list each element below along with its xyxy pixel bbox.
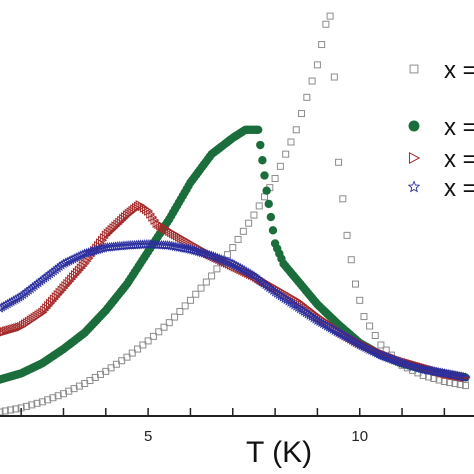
data-point <box>268 226 278 235</box>
data-point <box>462 382 470 390</box>
data-point <box>149 332 157 340</box>
data-point <box>128 349 136 357</box>
x-tick-label: 5 <box>144 428 152 445</box>
data-point <box>253 125 263 134</box>
legend-marker <box>408 151 421 165</box>
data-point <box>258 156 267 165</box>
data-point <box>335 158 343 166</box>
data-point <box>213 265 221 273</box>
data-point <box>347 256 355 264</box>
data-point <box>33 399 41 407</box>
data-point <box>54 392 62 400</box>
legend: x =x =x =x = <box>407 57 474 202</box>
data-point <box>326 12 334 20</box>
data-point <box>7 406 15 414</box>
data-point <box>208 272 216 280</box>
data-point <box>234 235 242 243</box>
data-point <box>107 364 115 372</box>
data-point <box>262 186 271 195</box>
data-point <box>256 140 265 150</box>
legend-item: x = <box>407 175 474 202</box>
data-point <box>118 357 126 365</box>
data-point <box>451 380 459 388</box>
data-point <box>160 323 168 331</box>
series-open-star <box>0 238 471 382</box>
data-point <box>276 162 284 170</box>
data-point <box>171 313 179 321</box>
data-point <box>123 353 131 361</box>
data-point <box>308 77 316 85</box>
x-ticks <box>20 408 446 416</box>
legend-item: x = <box>408 146 474 173</box>
series-open-square <box>0 12 470 416</box>
x-tick-label: 10 <box>351 428 368 445</box>
data-point <box>322 20 330 28</box>
data-point <box>330 73 338 81</box>
data-point <box>49 394 57 402</box>
data-point <box>366 322 374 330</box>
data-point <box>371 332 379 340</box>
data-point <box>313 61 321 69</box>
data-point <box>144 337 152 345</box>
data-point <box>176 307 184 315</box>
plot-area <box>0 12 471 416</box>
data-point <box>22 402 30 410</box>
data-point <box>318 41 326 49</box>
data-point <box>343 231 351 239</box>
data-point <box>282 150 290 158</box>
data-point <box>0 303 6 313</box>
data-point <box>165 319 173 327</box>
legend-marker <box>408 120 420 132</box>
data-point <box>264 199 273 209</box>
data-point <box>460 372 471 382</box>
data-point <box>197 284 205 292</box>
data-point <box>102 367 110 375</box>
data-point <box>229 244 237 252</box>
data-point <box>202 278 210 286</box>
data-point <box>271 175 279 183</box>
data-point <box>360 313 368 321</box>
data-point <box>260 171 269 180</box>
data-point <box>186 296 194 304</box>
data-point <box>352 280 359 288</box>
data-point <box>181 302 189 310</box>
series-filled-circle <box>0 125 470 384</box>
data-point <box>250 211 258 219</box>
data-point <box>255 202 263 210</box>
legend-label: x = <box>444 114 474 141</box>
data-point <box>192 290 200 298</box>
data-point <box>0 408 4 416</box>
data-point <box>239 227 247 235</box>
data-point <box>12 405 20 413</box>
data-point <box>28 401 36 409</box>
data-point <box>303 93 311 101</box>
data-point <box>266 212 276 222</box>
data-point <box>287 138 295 146</box>
legend-label: x = <box>444 57 474 84</box>
data-point <box>1 407 9 415</box>
data-point <box>155 328 163 336</box>
data-point <box>44 396 52 404</box>
legend-item: x = <box>408 114 474 141</box>
legend-marker <box>407 180 421 193</box>
legend-item: x = <box>409 57 474 84</box>
legend-marker <box>409 64 419 74</box>
x-axis-title: T (K) <box>246 436 312 469</box>
x-tick-labels: 5 10 <box>144 428 368 445</box>
data-point <box>112 360 120 368</box>
data-point <box>292 126 300 134</box>
data-point <box>139 341 147 349</box>
data-point <box>356 296 364 304</box>
data-point <box>38 398 46 406</box>
legend-label: x = <box>444 146 474 173</box>
data-point <box>134 345 142 353</box>
data-point <box>245 219 253 227</box>
data-point <box>446 379 454 387</box>
data-point <box>298 110 306 118</box>
data-point <box>377 341 385 349</box>
series-open-triangle <box>0 200 471 383</box>
data-point <box>339 195 347 203</box>
legend-label: x = <box>444 175 474 202</box>
